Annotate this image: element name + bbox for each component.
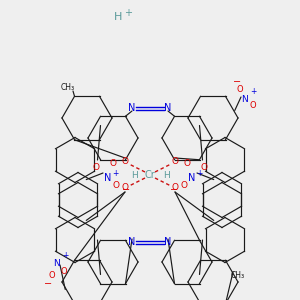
Text: O: O xyxy=(237,85,243,94)
Text: −: − xyxy=(233,77,241,87)
Text: O: O xyxy=(172,158,178,166)
Text: O: O xyxy=(122,184,128,193)
Text: O: O xyxy=(184,160,190,169)
Text: O: O xyxy=(110,160,116,169)
Text: +: + xyxy=(62,251,68,260)
Text: O: O xyxy=(181,182,188,190)
Text: +: + xyxy=(112,169,118,178)
Text: O: O xyxy=(250,101,256,110)
Text: O: O xyxy=(61,268,67,277)
Text: +: + xyxy=(124,8,133,17)
Text: O: O xyxy=(172,184,178,193)
Text: Cr: Cr xyxy=(145,170,155,180)
Text: −: − xyxy=(44,279,52,289)
Text: +: + xyxy=(250,88,256,97)
Text: −: − xyxy=(170,185,178,195)
Text: N: N xyxy=(54,260,60,268)
Text: N: N xyxy=(242,95,248,104)
Text: H: H xyxy=(163,170,170,179)
Text: N: N xyxy=(188,173,196,183)
Text: N: N xyxy=(164,103,172,113)
Text: O: O xyxy=(112,182,119,190)
Text: CH₃: CH₃ xyxy=(231,271,245,280)
Text: N: N xyxy=(164,237,172,247)
Text: H: H xyxy=(114,11,123,22)
Text: +: + xyxy=(196,169,202,178)
Text: O: O xyxy=(92,164,100,172)
Text: −: − xyxy=(122,185,130,195)
Text: H: H xyxy=(130,170,137,179)
Text: N: N xyxy=(128,237,136,247)
Text: CH₃: CH₃ xyxy=(61,83,75,92)
Text: N: N xyxy=(128,103,136,113)
Text: O: O xyxy=(49,272,55,280)
Text: O: O xyxy=(200,164,208,172)
Text: N: N xyxy=(104,173,112,183)
Text: O: O xyxy=(122,158,128,166)
